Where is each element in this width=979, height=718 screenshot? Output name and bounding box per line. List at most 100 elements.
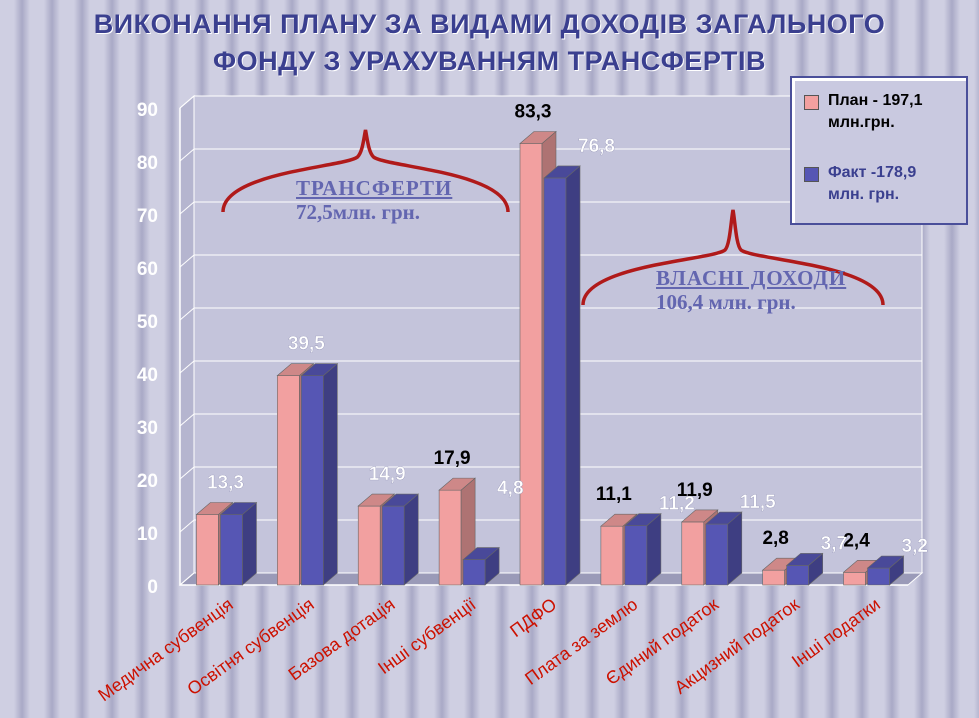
plan-bar-top — [600, 513, 638, 527]
plan-bar-top — [680, 509, 719, 523]
chart-title: ВИКОНАННЯ ПЛАНУ ЗА ВИДАМИ ДОХОДІВ ЗАГАЛЬ… — [0, 6, 979, 80]
plan-value-label: 11,9 — [677, 480, 713, 501]
y-tick-label: 10 — [137, 524, 158, 545]
fact-bar — [624, 512, 662, 586]
y-tick-label: 70 — [137, 206, 158, 227]
plan-bar-front — [196, 514, 219, 586]
bars — [195, 130, 905, 586]
transfers-annotation: ТРАНСФЕРТИ 72,5млн. грн. — [296, 176, 452, 224]
fact-bar — [462, 546, 500, 586]
fact-bar — [381, 493, 420, 586]
fact-bar-front — [381, 505, 405, 586]
fact-bar-top — [462, 547, 500, 560]
gridline-depth — [179, 413, 195, 427]
fact-value-label: 11,5 — [740, 492, 776, 513]
plan-bar-front — [762, 569, 785, 586]
gridline-depth — [179, 95, 195, 109]
plan-bar-front — [843, 571, 866, 586]
fact-bar — [543, 165, 581, 586]
legend-fact-line2: млн. грн. — [828, 186, 900, 203]
legend-plan-line2: млн.грн. — [828, 114, 895, 131]
legend-fact-line1: Факт -178,9 — [828, 164, 917, 181]
fact-bar-top — [866, 555, 905, 569]
fact-bar-side — [565, 165, 581, 586]
gridline-depth — [179, 572, 195, 586]
plan-value-label: 2,4 — [843, 530, 870, 551]
fact-value-label: 14,9 — [369, 464, 406, 485]
gridline-depth — [179, 307, 195, 321]
x-category-label: Медична субвенція — [94, 594, 236, 705]
fact-bar-front — [786, 565, 809, 586]
left-wall — [179, 94, 195, 587]
plan-bar — [438, 477, 476, 586]
plan-bar-front — [600, 525, 624, 586]
fact-bar-top — [381, 493, 420, 507]
plan-value-label: 2,8 — [762, 528, 788, 549]
fact-bar-side — [242, 501, 257, 586]
y-tick-label: 20 — [137, 471, 158, 492]
fact-bar-top — [624, 513, 662, 526]
fact-bar-front — [462, 559, 486, 586]
fact-value-label: 11,2 — [659, 494, 695, 515]
y-tick-label: 90 — [137, 100, 158, 121]
plan-value-label: 11,1 — [596, 484, 632, 505]
own-income-value: 106,4 млн. грн. — [656, 290, 796, 314]
y-tick-label: 0 — [147, 577, 158, 598]
legend-plan-line1: План - 197,1 — [828, 92, 923, 109]
legend: План - 197,1 млн.грн. Факт -178,9 млн. г… — [790, 76, 968, 225]
plan-bar-top — [519, 131, 557, 144]
y-tick-label: 40 — [137, 365, 158, 386]
plan-bar-front — [357, 505, 381, 586]
own-income-title: ВЛАСНІ ДОХОДИ — [656, 266, 847, 290]
fact-bar-front — [705, 523, 729, 586]
fact-bar — [300, 362, 339, 586]
transfers-value: 72,5млн. грн. — [296, 200, 421, 224]
y-tick-label: 60 — [137, 259, 158, 280]
own-income-annotation: ВЛАСНІ ДОХОДИ 106,4 млн. грн. — [656, 266, 846, 314]
gridline-depth — [179, 360, 195, 374]
plan-bar-front — [519, 143, 543, 586]
plan-bar-top — [195, 502, 234, 515]
fact-value-label: 76,8 — [578, 136, 615, 157]
fact-bar — [866, 555, 905, 586]
fact-bar-front — [624, 525, 648, 586]
x-category-label: Інші податки — [788, 594, 884, 671]
gridline-depth — [179, 466, 195, 480]
value-labels: 13,3 39,5 14,9 17,9 4,8 83,3 76,8 11,1 11,211,9 1… — [207, 102, 928, 558]
fact-value-label: 3,7 — [821, 533, 847, 554]
fact-value-label: 39,5 — [288, 334, 325, 355]
fact-bar-front — [867, 567, 890, 586]
plan-value-label: 83,3 — [515, 102, 552, 123]
fact-bar-top — [300, 363, 339, 376]
fact-value-label: 4,8 — [497, 478, 523, 499]
fact-bar-front — [543, 177, 567, 586]
fact-bar-side — [323, 362, 338, 586]
fact-swatch — [804, 167, 819, 182]
fact-bar-front — [220, 514, 243, 586]
fact-bar-top — [785, 553, 824, 566]
gridline-depth — [179, 148, 195, 162]
transfers-bracket — [221, 129, 510, 213]
fact-bar-top — [543, 165, 581, 179]
fact-bar-top — [704, 511, 743, 525]
plan-bar-front — [277, 375, 300, 586]
title-line-2: ФОНДУ З УРАХУВАННЯМ ТРАНСФЕРТІВ — [213, 46, 766, 76]
fact-bar — [704, 511, 743, 586]
transfers-title: ТРАНСФЕРТИ — [296, 176, 453, 200]
legend-plan-text: План - 197,1 млн.грн. — [828, 90, 968, 134]
plan-bar-top — [357, 493, 396, 507]
plan-bar-top — [438, 477, 476, 491]
fact-bar-side — [403, 493, 419, 586]
plan-value-label: 17,9 — [434, 448, 471, 469]
plan-swatch — [804, 95, 819, 110]
gridline-depth — [179, 254, 195, 268]
fact-bar-top — [219, 502, 258, 515]
fact-value-label: 3,2 — [902, 536, 928, 557]
plan-bar-front — [438, 489, 462, 586]
fact-bar-front — [301, 375, 324, 586]
title-line-1: ВИКОНАННЯ ПЛАНУ ЗА ВИДАМИ ДОХОДІВ ЗАГАЛЬ… — [93, 9, 886, 39]
own-income-bracket — [581, 209, 885, 306]
fact-bar-side — [727, 511, 743, 586]
